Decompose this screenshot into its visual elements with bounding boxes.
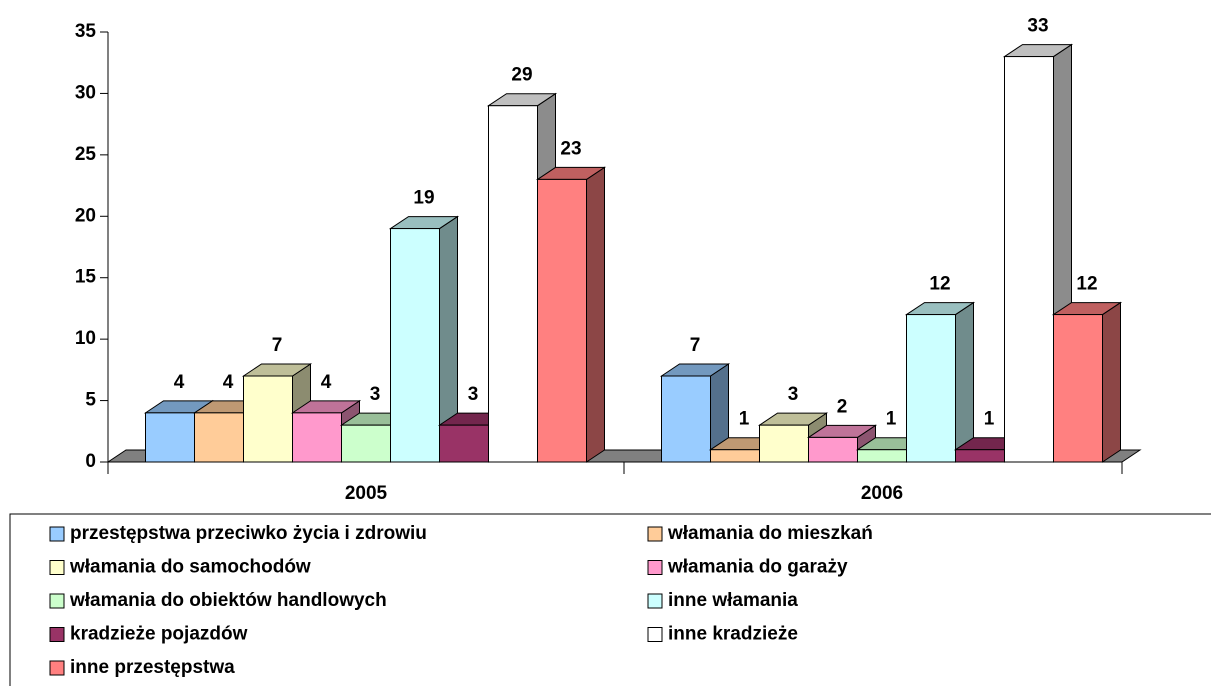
y-tick-label: 0 [85,451,96,472]
data-label: 1 [886,409,897,430]
bar-side [586,166,605,463]
data-label: 3 [370,384,381,405]
bar [661,375,711,463]
bar [145,412,195,463]
data-label: 3 [468,384,479,405]
bar [537,178,587,463]
legend-swatch [49,627,65,642]
legend-label: włamania do mieszkań [667,523,873,544]
x-tick-label: 2005 [345,483,388,504]
y-tick-label: 30 [75,82,96,103]
data-label: 23 [560,138,581,159]
bar [955,449,1005,463]
bar [194,412,244,463]
legend-label: włamania do obiektów handlowych [69,590,387,611]
legend-label: inne włamania [668,590,798,611]
bar [292,412,342,463]
legend-label: przestępstwa przeciwko życia i zdrowiu [70,523,427,544]
data-label: 4 [223,372,234,393]
bar [906,314,956,463]
bar [1053,314,1103,463]
legend-swatch [647,627,663,642]
legend-label: włamania do garaży [667,557,848,578]
y-tick-label: 20 [75,205,96,226]
bar-side [1102,301,1121,463]
legend-swatch [647,593,663,609]
bar [341,424,391,463]
legend-label: inne kradzieże [668,624,798,645]
legend-swatch [647,526,663,542]
bar [710,449,760,463]
bar [439,424,489,463]
data-label: 29 [511,65,532,86]
y-tick-label: 5 [85,390,96,411]
legend-swatch [49,560,65,575]
bar [243,375,293,463]
x-tick-label: 2006 [861,483,903,504]
data-label: 3 [788,384,799,405]
data-label: 12 [929,274,950,295]
data-label: 1 [739,409,750,430]
legend-label: włamania do samochodów [69,557,311,578]
y-tick-label: 35 [75,21,97,42]
data-label: 12 [1076,274,1097,295]
bar [390,228,440,463]
data-label: 4 [174,372,185,393]
bar [1004,56,1054,463]
bar [857,449,907,463]
data-label: 1 [984,409,995,430]
legend-label: inne przestępstwa [70,657,235,678]
bar [488,105,538,463]
data-label: 7 [272,335,283,356]
legend-swatch [647,560,663,575]
legend-swatch [49,593,65,609]
bar [759,424,809,463]
legend-label: kradzieże pojazdów [70,624,248,645]
data-label: 19 [413,188,434,209]
data-label: 4 [321,372,332,393]
bar-side [955,301,974,463]
data-label: 2 [837,396,848,417]
data-label: 7 [690,335,701,356]
y-tick-label: 25 [75,144,97,165]
y-tick-label: 15 [75,267,97,288]
y-tick-label: 10 [75,328,96,349]
bar [808,436,858,463]
legend-swatch [49,526,65,542]
legend-swatch [49,660,65,676]
legend-border [9,513,1211,686]
data-label: 33 [1027,16,1048,37]
